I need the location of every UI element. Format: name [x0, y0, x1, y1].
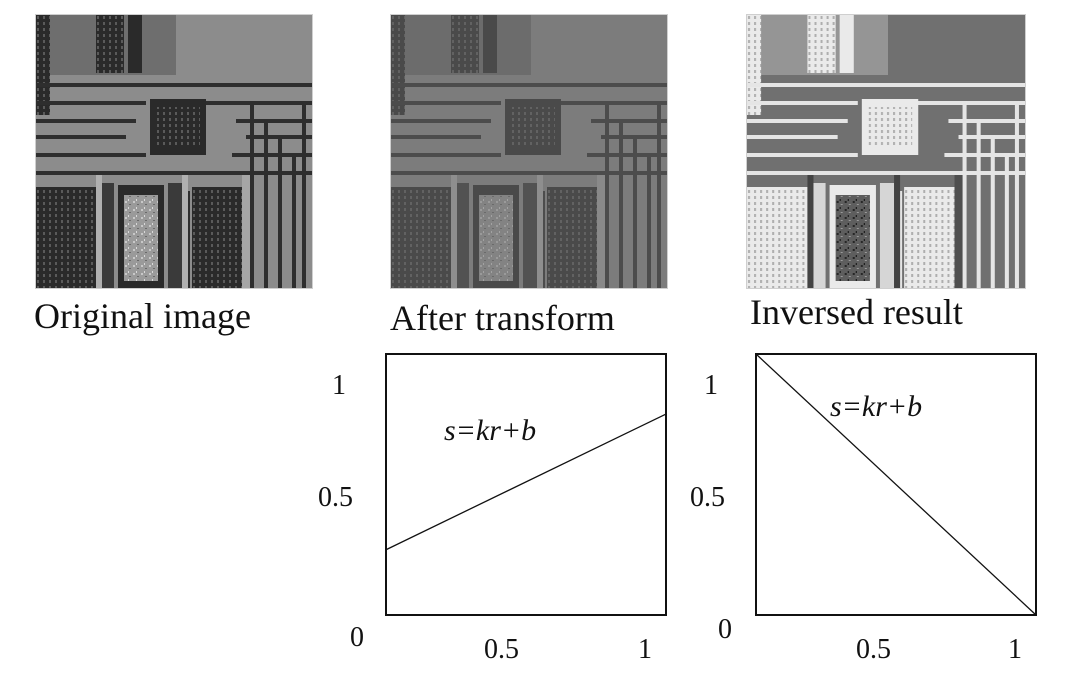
plot1-series-line — [385, 413, 667, 551]
plot1-ytick-0: 0 — [350, 622, 364, 653]
plot1-frame — [385, 353, 667, 616]
transformed-image — [390, 14, 668, 289]
plot2-ytick-1: 1 — [704, 370, 718, 401]
inversed-image — [746, 14, 1026, 289]
plot2-xtick-1: 1 — [1008, 634, 1022, 665]
plot2-frame — [755, 353, 1037, 616]
plot2-ytick-0-5: 0.5 — [690, 482, 725, 513]
caption-inversed-result: Inversed result — [750, 292, 963, 332]
plot1-ytick-1: 1 — [332, 370, 346, 401]
plot1-xtick-1: 1 — [638, 634, 652, 665]
plot2-ytick-0: 0 — [718, 614, 732, 645]
caption-after-transform: After transform — [390, 298, 615, 338]
plot1-equation-label: s=kr+b — [444, 414, 537, 447]
plot2-equation-label: s=kr+b — [830, 390, 923, 423]
caption-original-image: Original image — [34, 296, 251, 336]
plot2-xtick-0-5: 0.5 — [856, 634, 891, 665]
plot1-xtick-0-5: 0.5 — [484, 634, 519, 665]
original-image — [35, 14, 313, 289]
plot1-ytick-0-5: 0.5 — [318, 482, 353, 513]
plot2-series-line — [755, 353, 1037, 616]
